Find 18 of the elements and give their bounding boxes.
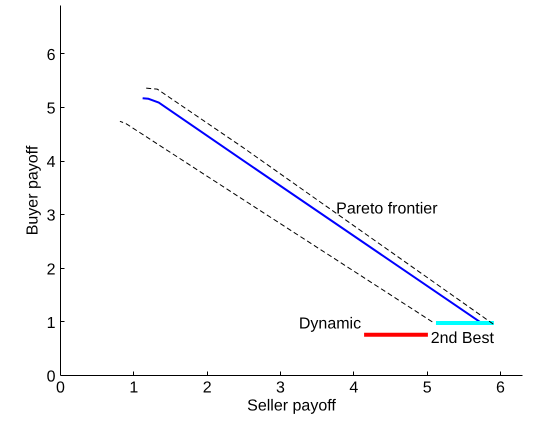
- x-tick-label: 3: [276, 380, 286, 396]
- y-tick-label: 6: [46, 46, 56, 64]
- y-axis-title: Buyer payoff: [24, 145, 42, 236]
- series-label: Pareto frontier: [336, 200, 438, 218]
- y-tick-label: 1: [46, 314, 56, 332]
- x-axis-title: Seller payoff: [247, 398, 336, 414]
- series-label: 2nd Best: [430, 330, 494, 347]
- y-tick-label: 3: [46, 208, 56, 225]
- x-tick-label: 5: [422, 380, 432, 396]
- y-tick-label: 4: [46, 154, 56, 172]
- x-tick-label: 2: [202, 380, 212, 396]
- series-label: Dynamic: [298, 316, 362, 333]
- x-tick-label: 4: [349, 380, 358, 396]
- y-tick-label: 5: [46, 100, 56, 118]
- y-tick-label: 0: [46, 368, 56, 386]
- x-tick-label: 6: [496, 380, 506, 396]
- y-tick-label: 2: [46, 261, 56, 278]
- x-tick-label: 1: [129, 380, 138, 396]
